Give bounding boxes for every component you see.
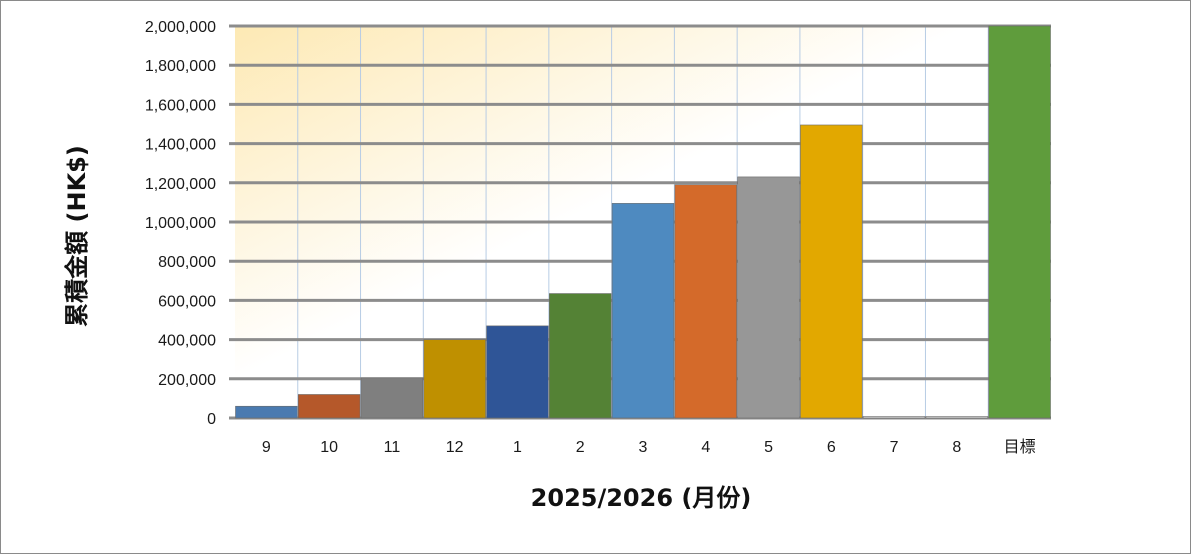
- x-tick-label: 2: [576, 439, 585, 456]
- x-tick-label: 11: [384, 439, 401, 456]
- x-tick-label: 6: [827, 439, 836, 456]
- bar-12: [423, 339, 486, 419]
- y-tick-label: 1,200,000: [145, 176, 216, 193]
- bar-2: [549, 293, 612, 419]
- x-tick-label: 1: [513, 439, 522, 456]
- bar-11: [360, 377, 424, 419]
- bar-1: [486, 325, 549, 419]
- y-axis-tick-labels: 0 200,000 400,000 600,000 800,000 1,000,000 1,…: [145, 19, 216, 428]
- bar-4: [674, 184, 737, 419]
- bar-5: [737, 176, 800, 419]
- x-axis-tick-labels: 9 10 11 12 1 2 3 4 5 6 7 8 目標: [262, 438, 1036, 456]
- bar-10: [297, 394, 361, 419]
- y-tick-label: 1,600,000: [145, 97, 216, 114]
- x-axis-title: 2025/2026 (月份): [531, 484, 752, 512]
- bars: [235, 25, 1051, 419]
- bar-8: [925, 416, 989, 419]
- x-tick-label: 10: [320, 439, 338, 456]
- bar-目標: [988, 25, 1051, 419]
- y-tick-label: 0: [207, 411, 216, 428]
- y-tick-label: 400,000: [158, 333, 216, 350]
- x-tick-label: 3: [639, 439, 648, 456]
- bar-7: [862, 416, 926, 419]
- y-tick-label: 1,400,000: [145, 137, 216, 154]
- y-tick-label: 800,000: [158, 254, 216, 271]
- x-tick-label: 9: [262, 439, 271, 456]
- y-tick-label: 1,800,000: [145, 58, 216, 75]
- y-axis-title: 累積金額 (HK$): [63, 145, 91, 327]
- x-tick-label: 目標: [1004, 438, 1036, 456]
- x-tick-label: 5: [764, 439, 773, 456]
- bar-9: [235, 405, 298, 419]
- x-tick-label: 4: [701, 439, 710, 456]
- y-tick-label: 1,000,000: [145, 215, 216, 232]
- x-tick-label: 7: [890, 439, 899, 456]
- y-tick-label: 600,000: [158, 293, 216, 310]
- x-tick-label: 12: [446, 439, 464, 456]
- bar-3: [611, 203, 675, 419]
- bar-6: [800, 124, 863, 419]
- x-tick-label: 8: [952, 439, 961, 456]
- y-tick-label: 200,000: [158, 372, 216, 389]
- y-tick-label: 2,000,000: [145, 19, 216, 36]
